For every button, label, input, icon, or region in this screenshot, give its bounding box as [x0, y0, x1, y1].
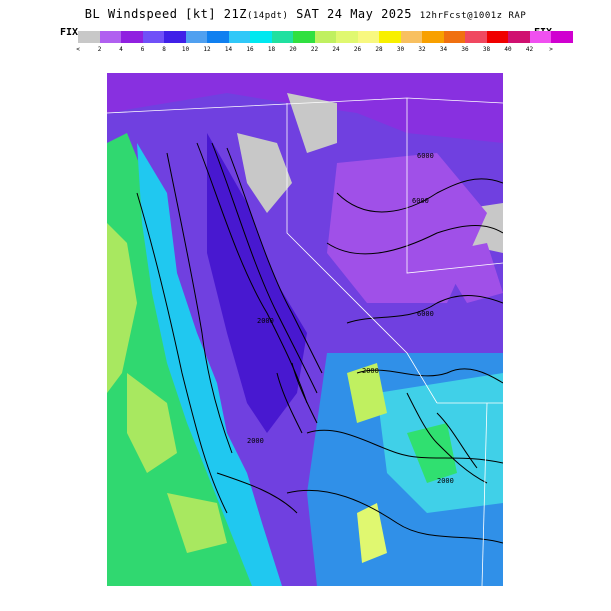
scale-swatch — [551, 31, 573, 43]
scale-swatch — [271, 31, 293, 43]
scale-tick-label: > — [549, 46, 553, 53]
scale-tick-label: 10 — [181, 46, 190, 53]
scale-swatch — [293, 31, 315, 43]
ocean-yellow-patch-3 — [167, 493, 227, 553]
scale-tick-label: 22 — [310, 46, 319, 53]
valley-dark — [207, 133, 307, 433]
contour-label: 6000 — [417, 152, 434, 160]
scale-swatch — [443, 31, 465, 43]
scale-tick-label: 20 — [289, 46, 297, 53]
scale-tick-label: 28 — [375, 46, 383, 53]
scale-tick-label: 36 — [461, 46, 469, 53]
title-local-time: (14pdt) — [246, 11, 289, 21]
scale-tick-label: 40 — [504, 46, 512, 53]
scale-swatch — [250, 31, 272, 43]
yellow-patch-1 — [347, 363, 387, 423]
scale-swatch — [379, 31, 401, 43]
scale-tick-label: 42 — [525, 46, 534, 53]
contour-label: 2000 — [437, 477, 454, 485]
scale-tick-label: 14 — [224, 46, 233, 53]
scale-tick-label: 24 — [332, 46, 340, 53]
contour-label: 2000 — [247, 437, 264, 445]
ocean-yellow-patch — [107, 223, 137, 393]
scale-swatch — [336, 31, 358, 43]
yellow-patch-2 — [357, 503, 387, 563]
scale-tick-label: < — [76, 46, 80, 53]
scale-swatch — [422, 31, 444, 43]
scale-tick-label: 34 — [439, 46, 448, 53]
scale-tick-label: 26 — [353, 46, 362, 53]
scale-tick-label: 12 — [203, 46, 211, 53]
wind-speed-map: 6000 6000 6000 2000 2000 2000 2000 — [107, 73, 503, 586]
lavender-patch — [437, 243, 503, 303]
scale-tick-label: 38 — [482, 46, 491, 53]
ocean-yellow-patch-2 — [127, 373, 177, 473]
contour-label: 2000 — [257, 317, 274, 325]
scale-tick-label: 4 — [119, 46, 123, 53]
contour-label: 2000 — [362, 367, 379, 375]
southeast-green — [407, 423, 457, 483]
scale-swatch — [400, 31, 422, 43]
scale-swatch — [207, 31, 229, 43]
contour-label: 6000 — [417, 310, 434, 318]
scale-swatch — [142, 31, 164, 43]
scale-swatch — [314, 31, 336, 43]
fix-label-left: FIX — [60, 27, 79, 38]
title-main: BL Windspeed [kt] 21Z — [84, 7, 247, 21]
scale-swatch — [529, 31, 551, 43]
scale-tick-label: 8 — [162, 46, 166, 53]
scale-tick-label: 6 — [140, 46, 145, 53]
color-scale-ticks: <2 4 6 8 10 12 14 16 18 20 22 24 26 28 30 32 34 36 38 40 42 > — [70, 46, 553, 56]
color-scale — [78, 31, 573, 43]
scale-swatch — [486, 31, 508, 43]
scale-swatch — [508, 31, 530, 43]
gray-patch-1 — [237, 133, 292, 213]
scale-tick-label: 30 — [396, 46, 405, 53]
scale-swatch — [185, 31, 207, 43]
coastal-band — [137, 143, 282, 586]
scale-swatch — [99, 31, 121, 43]
state-borders — [107, 97, 503, 586]
map-title: BL Windspeed [kt] 21Z(14pdt) SAT 24 May … — [0, 7, 611, 21]
title-date: SAT 24 May 2025 — [288, 7, 420, 21]
scale-swatch — [78, 31, 100, 43]
contour-label: 6000 — [412, 197, 429, 205]
north-region — [107, 73, 503, 143]
scale-swatch — [228, 31, 250, 43]
title-forecast: 12hrFcst@1001z RAP — [419, 11, 527, 21]
scale-swatch — [465, 31, 487, 43]
scale-tick-label: 2 — [97, 46, 102, 53]
scale-swatch — [357, 31, 379, 43]
scale-tick-label: 18 — [267, 46, 276, 53]
gray-patch-2 — [287, 93, 337, 153]
scale-swatch — [164, 31, 186, 43]
scale-swatch — [121, 31, 143, 43]
scale-tick-label: 32 — [418, 46, 426, 53]
scale-tick-label: 16 — [246, 46, 254, 53]
